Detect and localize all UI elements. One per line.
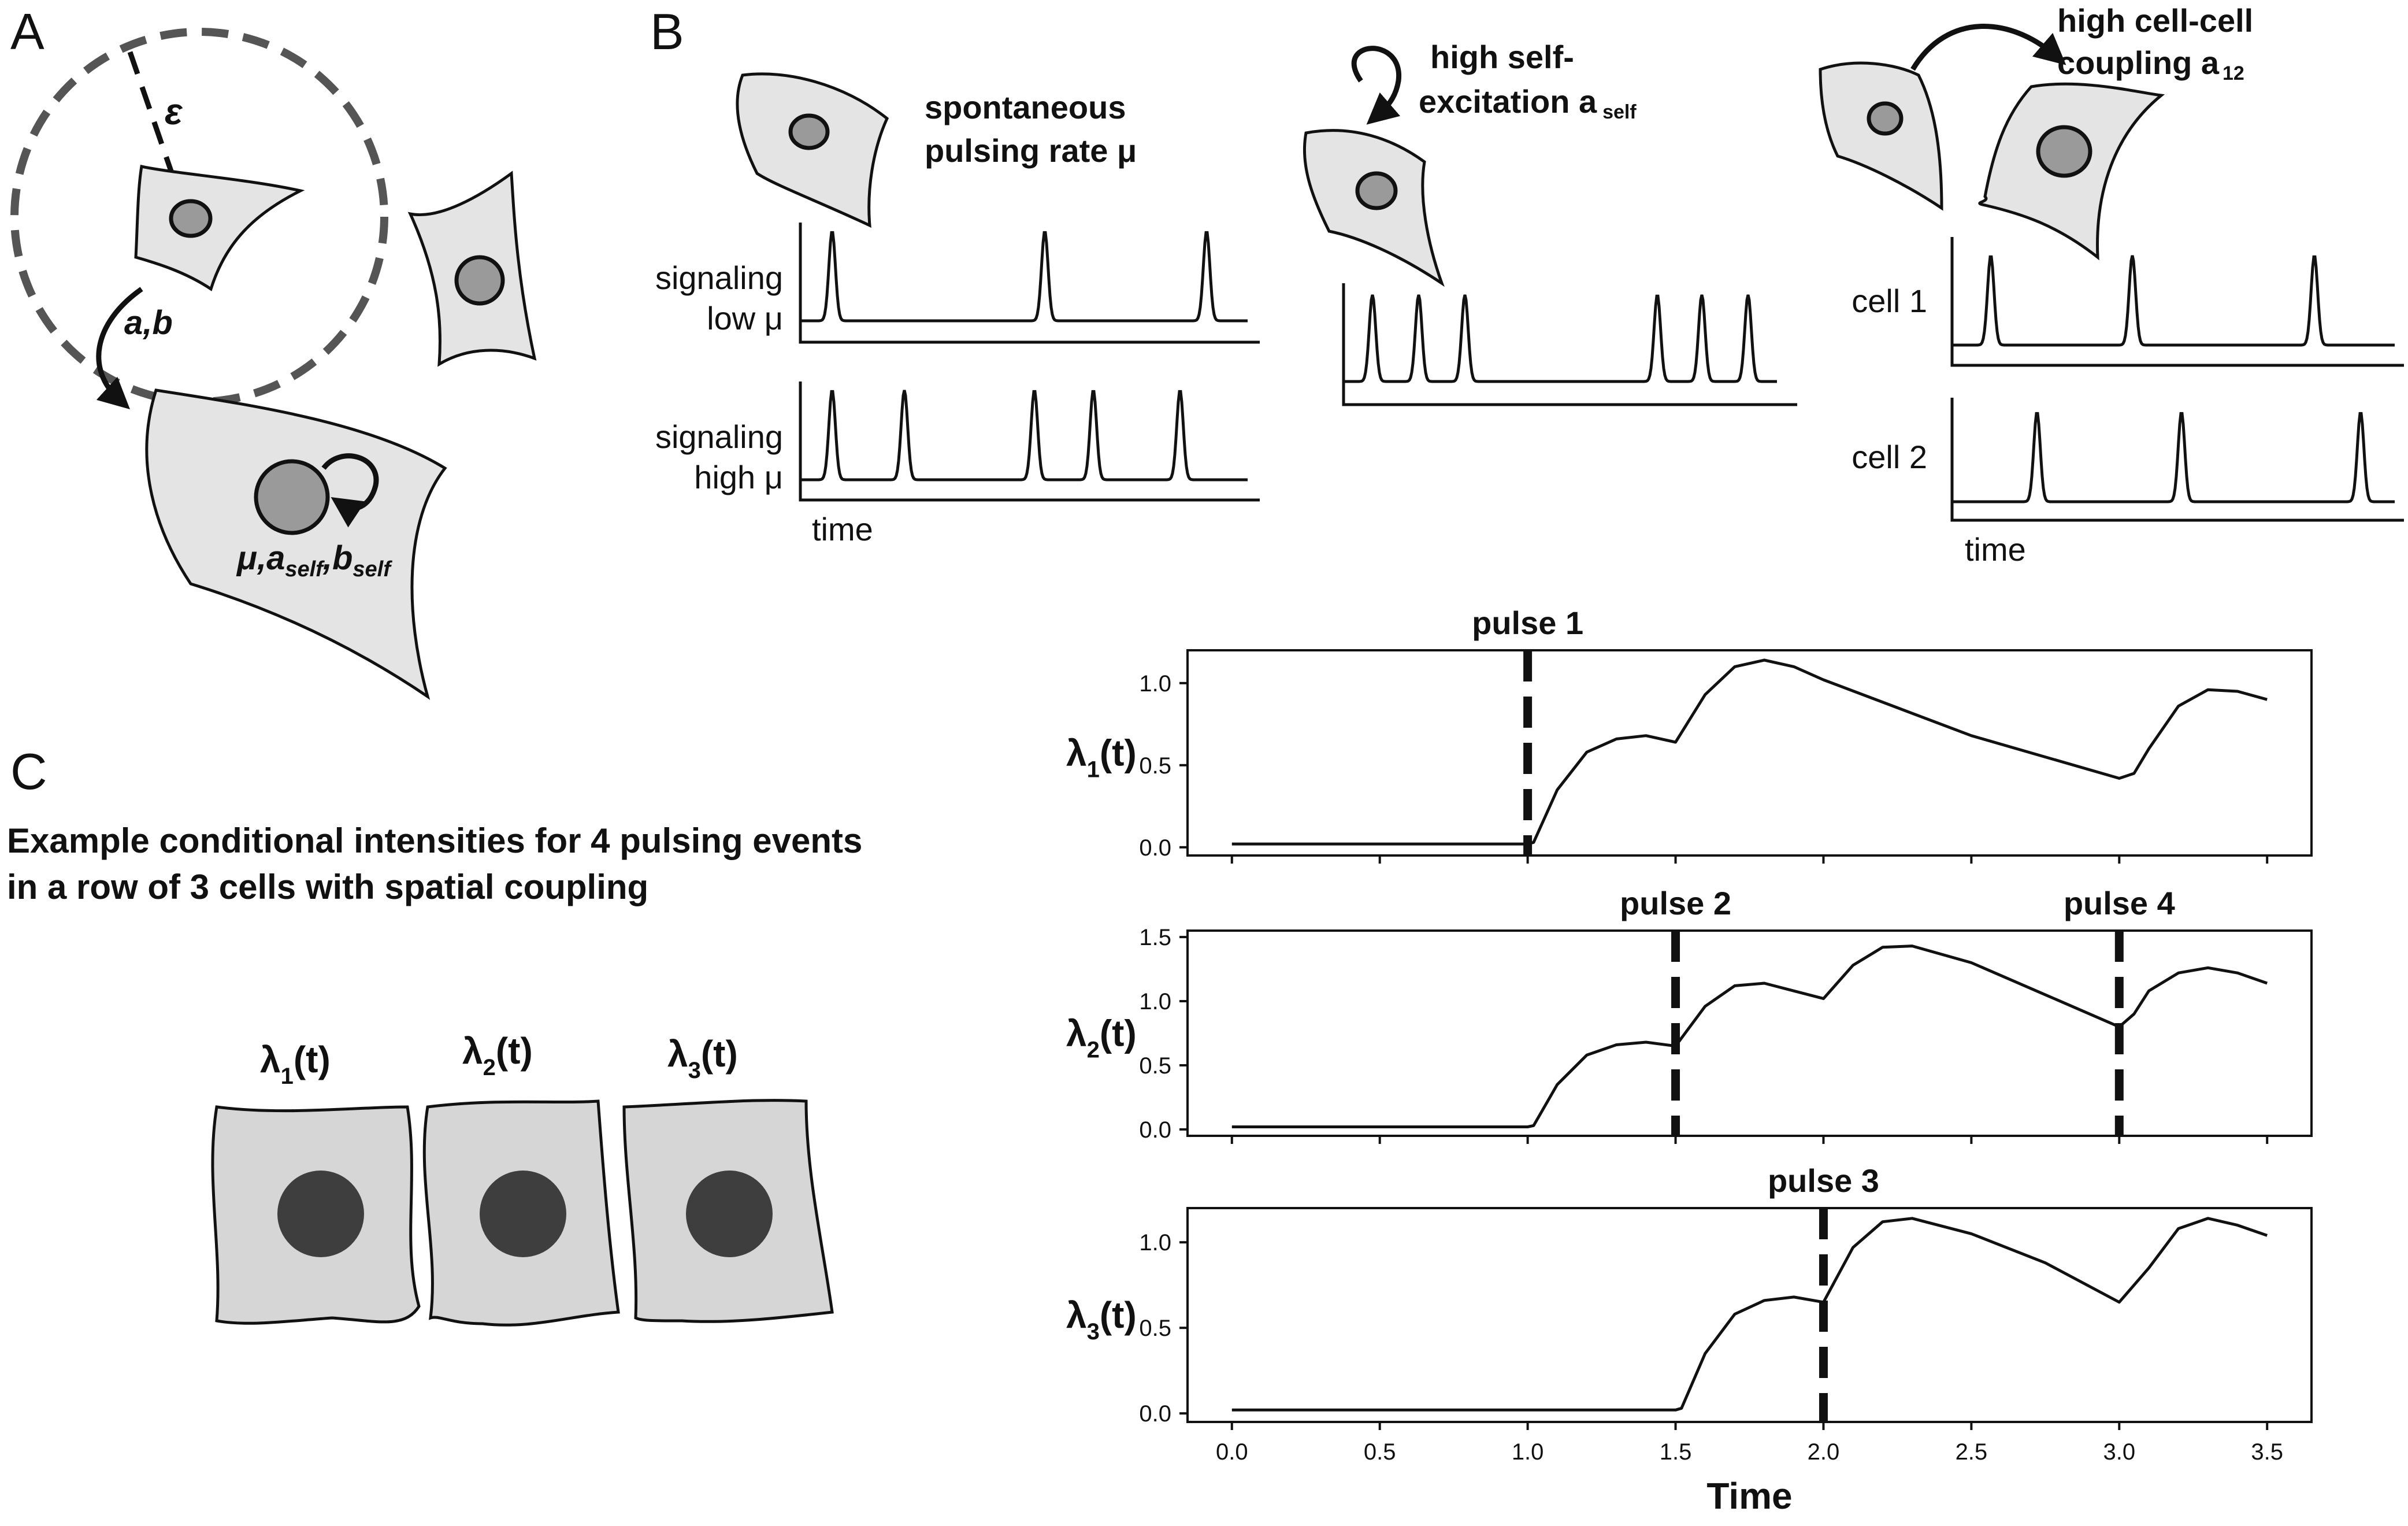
pulse-marker-label: pulse 3 <box>1768 1162 1879 1199</box>
cell2-axes <box>1950 398 2404 522</box>
panel-c-title-line1: Example conditional intensities for 4 pu… <box>7 821 862 860</box>
panel-c-title-line2: in a row of 3 cells with spatial couplin… <box>7 868 648 906</box>
y-axis-label: λ3(t) <box>1066 1294 1137 1344</box>
intensity-chart-2: 0.0 0.5 1.0 1.5 λ2(t) pulse 2 pulse 4 <box>1066 885 2313 1144</box>
coupling-label: a,b <box>124 304 173 342</box>
row-cell-1-nucleus <box>277 1171 364 1257</box>
coupling-title-line1: high cell-cell <box>2057 2 2253 39</box>
high-mu-label-2: high μ <box>694 459 783 495</box>
y-tick-label: 0.5 <box>1139 753 1171 779</box>
intensity-charts: 0.0 0.5 1.0 λ1(t) pulse 1 0.0 0.5 1.0 1.5 λ2(t) pu… <box>1066 605 2313 1517</box>
time-label-right: time <box>1965 531 2026 568</box>
coupling-cell-large-nucleus <box>2036 125 2092 178</box>
target-cell <box>145 388 447 700</box>
row-cell-3-nucleus <box>686 1171 773 1257</box>
x-tick-label: 2.5 <box>1956 1439 1988 1465</box>
cell2-trace <box>1952 412 2395 503</box>
rate-title-line2: pulsing rate μ <box>925 132 1137 169</box>
y-tick-label: 0.0 <box>1139 1117 1171 1143</box>
y-axis-label: λ2(t) <box>1066 1013 1137 1063</box>
x-tick-label: 0.5 <box>1364 1439 1396 1465</box>
pulse-marker-label: pulse 4 <box>2064 885 2175 921</box>
rate-title-line1: spontaneous <box>925 89 1126 125</box>
coupling-arrow <box>96 287 143 410</box>
panel-a-letter: A <box>10 3 44 60</box>
pulse-marker-label: pulse 1 <box>1472 605 1583 641</box>
self-excitation-axes <box>1342 283 1797 406</box>
y-tick-label: 1.0 <box>1139 1230 1171 1255</box>
x-axis-label: Time <box>1706 1475 1792 1517</box>
pulse-marker-label: pulse 2 <box>1620 885 1731 921</box>
time-label-left: time <box>812 511 873 547</box>
chart-frame <box>1186 1207 2313 1423</box>
source-cell <box>134 164 305 291</box>
row-cell-2-label: λ2(t) <box>462 1030 533 1080</box>
self-loop-arrow <box>1351 46 1401 125</box>
low-mu-axes <box>799 223 1260 344</box>
y-tick-label: 0.0 <box>1139 835 1171 861</box>
high-mu-axes <box>799 382 1260 502</box>
neighbour-cell-nucleus <box>454 255 505 306</box>
cell-params-label: μ,aself,bself <box>236 539 392 581</box>
x-tick-label: 1.0 <box>1512 1439 1544 1465</box>
intensity-series-line <box>1231 1217 2268 1412</box>
panel-b: B spontaneous pulsing rate μ signaling l… <box>650 2 2404 568</box>
x-tick-label: 2.0 <box>1808 1439 1840 1465</box>
y-tick-label: 0.0 <box>1139 1401 1171 1427</box>
panel-a: A ε a,b μ,aself,bself <box>10 3 537 700</box>
x-tick-label: 3.5 <box>2251 1439 2283 1465</box>
self-title-line2: excitation a self <box>1419 83 1637 123</box>
intensity-chart-3: 0.0 0.5 1.0 0.0 0.5 1.0 1.5 2.0 2.5 3.0 3.5 λ3(t) pu… <box>1066 1162 2313 1517</box>
high-mu-label-1: signaling <box>655 418 783 455</box>
y-axis-label: λ1(t) <box>1066 732 1137 783</box>
panel-b-letter: B <box>650 3 684 60</box>
epsilon-label: ε <box>165 91 183 132</box>
low-mu-label-2: low μ <box>707 300 783 336</box>
epsilon-radius-line <box>127 51 191 221</box>
self-excitation-trace <box>1344 294 1777 383</box>
cell2-label: cell 2 <box>1852 439 1927 475</box>
self-title-line1: high self- <box>1430 39 1574 75</box>
cell1-axes <box>1950 237 2404 367</box>
cell1-label: cell 1 <box>1852 283 1927 319</box>
low-mu-trace <box>800 231 1248 323</box>
y-tick-label: 0.5 <box>1139 1316 1171 1341</box>
x-tick-label: 0.0 <box>1216 1439 1248 1465</box>
neighbourhood-radius-circle <box>10 28 388 406</box>
x-tick-label: 3.0 <box>2103 1439 2135 1465</box>
rate-cell-nucleus <box>788 113 830 150</box>
coupling-title-line2: coupling a 12 <box>2057 45 2244 84</box>
row-cell-3-label: λ3(t) <box>667 1033 738 1083</box>
high-mu-trace <box>800 390 1248 481</box>
coupling-cell-small-nucleus <box>1867 101 1904 136</box>
source-cell-nucleus <box>169 199 213 238</box>
intensity-series-line <box>1231 658 2268 846</box>
row-cell-2-nucleus <box>480 1171 566 1257</box>
row-cell-1-label: λ1(t) <box>260 1039 331 1089</box>
chart-frame <box>1186 929 2313 1137</box>
y-tick-label: 0.5 <box>1139 1053 1171 1079</box>
y-tick-label: 1.0 <box>1139 671 1171 697</box>
self-excitation-arrow <box>321 453 379 528</box>
panel-c-letter: C <box>10 743 47 800</box>
coupling-cell-small <box>1819 61 1943 211</box>
intensity-series-line <box>1231 945 2268 1128</box>
panel-c: C Example conditional intensities for 4 … <box>7 605 2313 1517</box>
chart-frame <box>1186 649 2313 857</box>
y-tick-label: 1.0 <box>1139 989 1171 1014</box>
x-tick-label: 1.5 <box>1660 1439 1692 1465</box>
intensity-chart-1: 0.0 0.5 1.0 λ1(t) pulse 1 <box>1066 605 2313 864</box>
coupling-arrow-b <box>1910 24 2066 71</box>
cell1-trace <box>1952 255 2395 347</box>
self-excitation-nucleus <box>1355 171 1398 210</box>
target-cell-nucleus <box>254 459 330 535</box>
low-mu-label-1: signaling <box>655 260 783 296</box>
y-tick-label: 1.5 <box>1139 925 1171 950</box>
